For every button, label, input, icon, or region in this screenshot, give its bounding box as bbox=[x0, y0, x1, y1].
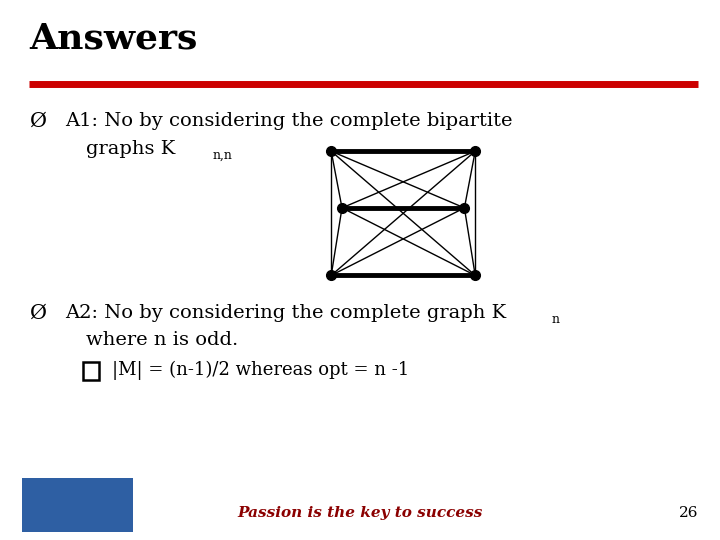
Bar bbox=[22, 478, 133, 532]
Text: graphs K: graphs K bbox=[86, 139, 176, 158]
Text: Ø: Ø bbox=[29, 303, 46, 323]
Bar bbox=[83, 362, 99, 380]
Text: A2: No by considering the complete graph K: A2: No by considering the complete graph… bbox=[65, 304, 506, 322]
Text: Passion is the key to success: Passion is the key to success bbox=[238, 506, 482, 520]
Text: where n is odd.: where n is odd. bbox=[86, 331, 238, 349]
Text: A1: No by considering the complete bipartite: A1: No by considering the complete bipar… bbox=[65, 112, 513, 131]
Text: Ø: Ø bbox=[29, 112, 46, 131]
Text: UNIVERSITY OF
FLORIDA: UNIVERSITY OF FLORIDA bbox=[50, 492, 116, 512]
Text: n,n: n,n bbox=[212, 148, 233, 161]
Text: n: n bbox=[552, 313, 559, 326]
Text: 26: 26 bbox=[679, 506, 698, 520]
Text: |M| = (n-1)/2 whereas opt = n -1: |M| = (n-1)/2 whereas opt = n -1 bbox=[112, 360, 409, 380]
Text: Answers: Answers bbox=[29, 22, 197, 56]
